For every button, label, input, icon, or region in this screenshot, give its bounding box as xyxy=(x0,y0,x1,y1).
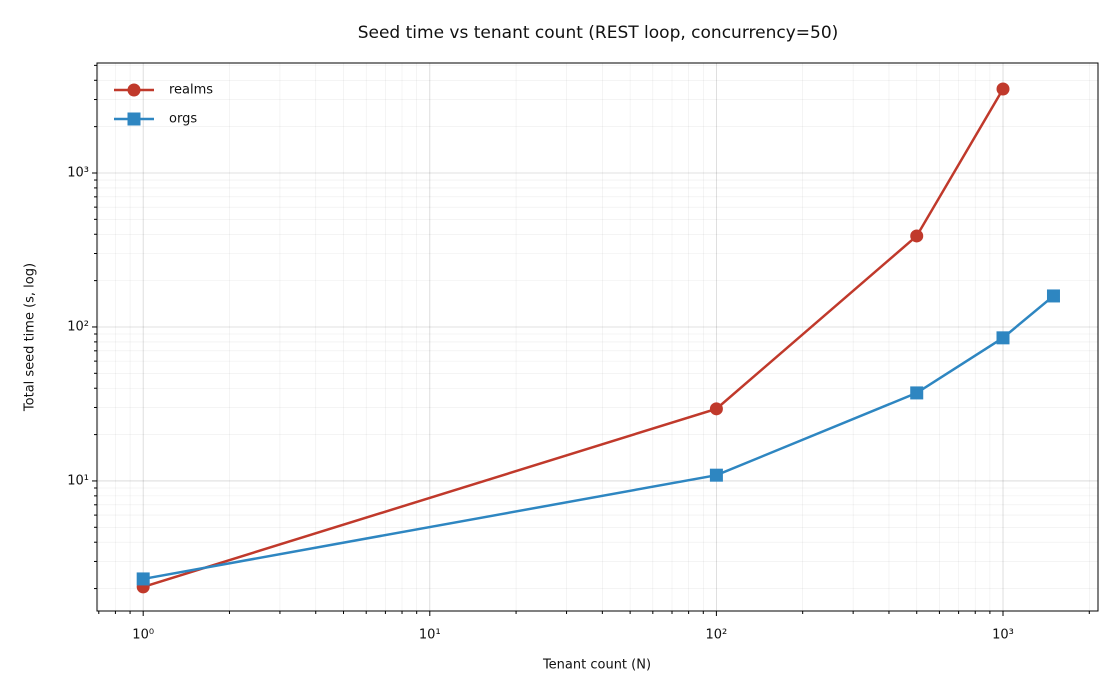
legend-label: realms xyxy=(169,83,213,98)
legend-marker xyxy=(127,112,141,126)
marker xyxy=(1046,289,1060,303)
y-tick-label: 10² xyxy=(67,319,89,334)
marker xyxy=(709,468,723,482)
marker xyxy=(910,229,924,243)
y-tick-label: 10³ xyxy=(67,165,89,180)
plot-frame xyxy=(96,62,1099,612)
marker xyxy=(996,82,1010,96)
legend-marker xyxy=(127,83,141,97)
y-axis-label: Total seed time (s, log) xyxy=(23,263,38,412)
x-tick-label: 10¹ xyxy=(419,628,441,643)
y-tick-label: 10¹ xyxy=(67,473,89,488)
marker xyxy=(996,331,1010,345)
x-tick-label: 10⁰ xyxy=(132,628,154,643)
x-tick-label: 10² xyxy=(706,628,728,643)
chart-title: Seed time vs tenant count (REST loop, co… xyxy=(358,23,839,43)
x-axis-label: Tenant count (N) xyxy=(542,658,651,673)
x-tick-label: 10³ xyxy=(992,628,1014,643)
series-line xyxy=(142,88,1005,589)
marker xyxy=(910,386,924,400)
marker xyxy=(709,402,723,416)
marker xyxy=(136,572,150,586)
legend-label: orgs xyxy=(169,112,197,127)
